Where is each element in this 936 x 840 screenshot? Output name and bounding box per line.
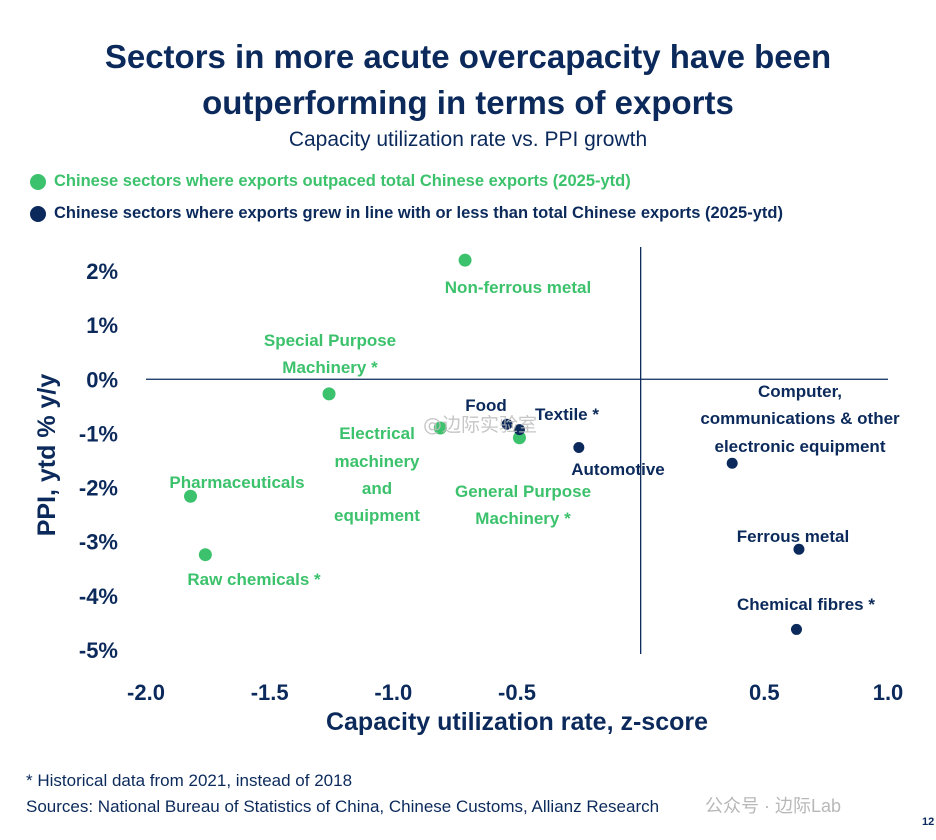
data-point-raw-chemicals	[198, 548, 212, 562]
label-electrical-line4: equipment	[334, 506, 420, 525]
data-point-electrical-machinery-and-equipment	[433, 421, 447, 435]
label-computer-line3: electronic equipment	[715, 437, 886, 456]
y-tick-label: -5%	[79, 638, 118, 663]
legend-label-inline: Chinese sectors where exports grew in li…	[54, 204, 783, 222]
data-point-general-purpose-machinery	[512, 431, 526, 445]
data-point-chemical-fibres	[790, 623, 802, 635]
label-special-purpose-line2: Machinery *	[282, 358, 378, 377]
label-special-purpose-line1: Special Purpose	[264, 331, 396, 350]
label-chemical-fibres: Chemical fibres *	[737, 595, 875, 614]
label-computer-line1: Computer,	[758, 382, 842, 401]
label-non-ferrous-metal: Non-ferrous metal	[445, 278, 591, 297]
legend-label-outpaced: Chinese sectors where exports outpaced t…	[54, 172, 631, 190]
label-automotive: Automotive	[571, 460, 665, 479]
legend-marker-inline	[30, 205, 46, 222]
data-point-computer-communications-other-electronic-equipment	[726, 457, 738, 469]
legend-item-inline: Chinese sectors where exports grew in li…	[30, 204, 783, 223]
data-point-automotive	[573, 442, 585, 454]
label-raw-chemicals: Raw chemicals *	[187, 570, 321, 589]
y-tick-label: 2%	[86, 259, 118, 284]
y-tick-label: -3%	[79, 530, 118, 555]
chart-title: Sectors in more acute overcapacity have …	[0, 34, 936, 126]
x-tick-label: -1.5	[251, 680, 289, 705]
data-point-textile	[513, 424, 525, 436]
data-point-food	[501, 418, 513, 430]
legend-item-outpaced: Chinese sectors where exports outpaced t…	[30, 172, 631, 191]
data-point-pharmaceuticals	[184, 489, 198, 503]
label-electrical-line3: and	[362, 479, 392, 498]
title-line-1: Sectors in more acute overcapacity have …	[104, 38, 832, 75]
y-tick-label: -2%	[79, 476, 118, 501]
title-line-2: outperforming in terms of exports	[202, 84, 734, 121]
x-tick-label: 0.5	[749, 680, 780, 705]
y-tick-label: 1%	[86, 313, 118, 338]
chart-subtitle: Capacity utilization rate vs. PPI growth	[288, 128, 648, 151]
ticks-layer: 2% 1% 0% -1% -2% -3% -4% -5% -2.0 -1.5 -1.0 -0.5 0.5…	[79, 259, 903, 705]
watermark-corner: 公众号 · 边际Lab	[705, 796, 842, 816]
label-computer-line2: communications & other	[700, 409, 900, 428]
data-point-ferrous-metal	[793, 543, 805, 555]
page-number: 12	[922, 816, 935, 828]
points-layer	[184, 253, 805, 635]
data-point-non-ferrous-metal	[458, 253, 472, 267]
data-point-special-purpose-machinery	[322, 387, 336, 401]
legend-marker-outpaced	[30, 173, 46, 190]
label-ferrous-metal: Ferrous metal	[737, 527, 849, 546]
x-tick-label: -2.0	[127, 680, 165, 705]
footnote: * Historical data from 2021, instead of …	[26, 771, 353, 790]
label-electrical-line2: machinery	[334, 452, 420, 471]
x-tick-label: -1.0	[374, 680, 412, 705]
x-tick-label: 1.0	[873, 680, 904, 705]
y-axis-title: PPI, ytd % y/y	[33, 374, 61, 537]
label-textile: Textile *	[535, 405, 599, 424]
label-general-purpose-line1: General Purpose	[455, 482, 591, 501]
x-axis-title: Capacity utilization rate, z-score	[326, 708, 708, 736]
label-general-purpose-line2: Machinery *	[475, 509, 571, 528]
label-food: Food	[465, 396, 507, 415]
sources: Sources: National Bureau of Statistics o…	[26, 797, 660, 816]
y-tick-label: 0%	[86, 367, 118, 392]
y-tick-label: -1%	[79, 421, 118, 446]
watermark-center: @边际实验室	[423, 414, 537, 436]
y-tick-label: -4%	[79, 584, 118, 609]
axes-layer	[146, 247, 888, 654]
label-electrical-line1: Electrical	[339, 424, 415, 443]
x-tick-label: -0.5	[498, 680, 536, 705]
label-pharmaceuticals: Pharmaceuticals	[169, 473, 304, 492]
